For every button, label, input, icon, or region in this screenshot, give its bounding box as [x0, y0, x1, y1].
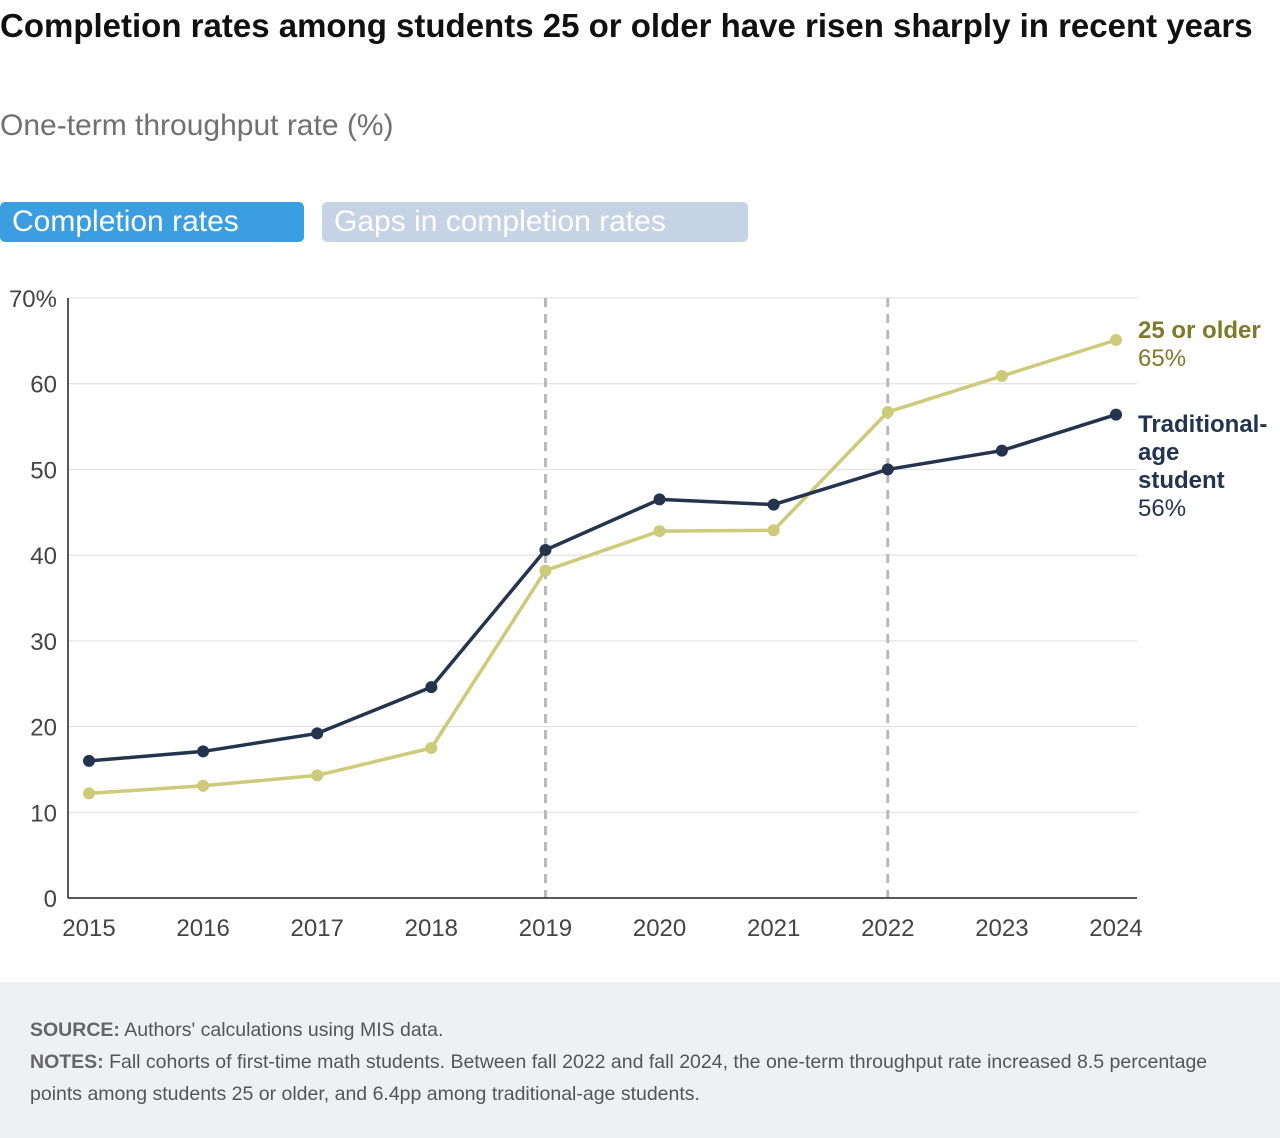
data-point-0-2019[interactable] — [539, 564, 552, 577]
series-label-25-or-older: 25 or older — [1138, 317, 1261, 344]
data-point-0-2024[interactable] — [1110, 334, 1122, 346]
notes-label: NOTES: — [30, 1051, 104, 1073]
data-point-0-2016[interactable] — [197, 779, 210, 792]
x-tick-label-2021: 2021 — [747, 915, 800, 942]
data-point-0-2021[interactable] — [767, 524, 780, 537]
reference-lines — [543, 298, 890, 898]
data-point-1-2020[interactable] — [653, 493, 666, 506]
series-label-traditional-age: Traditional-age student — [1138, 411, 1267, 494]
line-chart: 0 10 20 30 40 50 60 70% 2015 2016 2017 2018 2019 202… — [9, 286, 1267, 942]
x-tick-label-2015: 2015 — [62, 915, 115, 942]
y-tick-label-40: 40 — [30, 543, 57, 570]
x-tick-label-2023: 2023 — [975, 915, 1028, 942]
x-tick-label-2017: 2017 — [291, 915, 344, 942]
axes — [67, 298, 1137, 899]
x-tick-label-2022: 2022 — [861, 915, 914, 942]
data-point-0-2022[interactable] — [881, 406, 894, 418]
source-note: SOURCE: Authors' calculations using MIS … — [30, 1014, 1260, 1046]
y-tick-label-70: 70% — [9, 286, 57, 313]
data-point-1-2023[interactable] — [995, 444, 1008, 457]
y-tick-labels: 0 10 20 30 40 50 60 70% — [9, 286, 57, 913]
data-point-0-2023[interactable] — [995, 370, 1008, 382]
series-line-1 — [88, 412, 1117, 763]
data-point-1-2021[interactable] — [767, 498, 780, 511]
source-text: Authors' calculations using MIS data. — [119, 1019, 444, 1041]
y-tick-label-0: 0 — [44, 886, 57, 913]
notes: NOTES: Fall cohorts of first-time math s… — [30, 1046, 1260, 1110]
data-point-1-2024[interactable] — [1110, 408, 1122, 421]
x-tick-label-2024: 2024 — [1089, 915, 1142, 942]
x-tick-label-2018: 2018 — [405, 915, 458, 942]
source-label: SOURCE: — [30, 1019, 120, 1041]
chart-subtitle: One-term throughput rate (%) — [0, 109, 394, 142]
tab-completion-rates[interactable]: Completion rates — [0, 202, 304, 242]
series-line-0 — [88, 338, 1117, 796]
data-point-1-2017[interactable] — [311, 727, 324, 740]
series-value-25-or-older: 65% — [1138, 345, 1186, 372]
data-point-1-2018[interactable] — [425, 681, 438, 694]
data-point-1-2015[interactable] — [83, 754, 95, 767]
tab-gaps-in-completion-rates[interactable]: Gaps in completion rates — [322, 202, 748, 242]
data-point-1-2016[interactable] — [197, 745, 210, 758]
chart-title: Completion rates among students 25 or ol… — [0, 7, 1253, 44]
series-1 — [83, 408, 1122, 767]
series-value-traditional-age: 56% — [1138, 495, 1186, 522]
series-0 — [83, 334, 1122, 800]
y-tick-label-30: 30 — [30, 629, 57, 656]
x-tick-label-2016: 2016 — [176, 915, 229, 942]
y-tick-label-10: 10 — [30, 800, 57, 827]
y-tick-label-50: 50 — [30, 457, 57, 484]
y-tick-label-20: 20 — [30, 715, 57, 742]
x-tick-label-2019: 2019 — [519, 915, 572, 942]
data-point-1-2019[interactable] — [539, 544, 552, 556]
grid-lines — [68, 297, 1137, 813]
data-point-0-2020[interactable] — [653, 525, 666, 538]
data-point-0-2017[interactable] — [311, 769, 324, 782]
x-tick-labels: 2015 2016 2017 2018 2019 2020 2021 2022 2023 2024 — [62, 915, 1142, 942]
data-point-1-2022[interactable] — [881, 463, 894, 476]
y-tick-label-60: 60 — [30, 372, 57, 399]
footer: SOURCE: Authors' calculations using MIS … — [0, 982, 1280, 1138]
series-group — [83, 334, 1122, 800]
data-point-0-2018[interactable] — [425, 742, 438, 754]
notes-text: Fall cohorts of first-time math students… — [30, 1051, 1208, 1105]
x-tick-label-2020: 2020 — [633, 915, 686, 942]
data-point-0-2015[interactable] — [83, 787, 95, 800]
